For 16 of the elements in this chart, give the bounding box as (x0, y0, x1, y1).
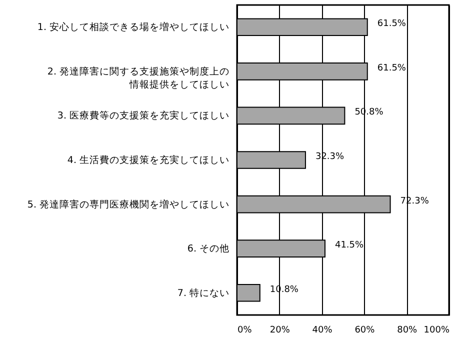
x-tick-label: 80% (397, 326, 418, 336)
data-label: 61.5% (377, 19, 406, 30)
x-tick-label: 60% (354, 326, 376, 336)
x-tick-label: 100% (424, 326, 450, 336)
y-tick-label: 7. 特にない (177, 286, 230, 299)
x-tick-label: 20% (270, 326, 290, 336)
data-label: 61.5% (377, 63, 406, 74)
y-tick-label: 6. その他 (187, 242, 230, 255)
y-tick-label: 2. 発達障害に関する支援施策や制度上の情報提供をしてほしい (47, 65, 230, 90)
x-tick-label: 40% (312, 326, 333, 336)
y-tick-label: 5. 発達障害の専門医療機関を増やしてほしい (27, 198, 230, 210)
y-tick-label: 3. 医療費等の支援策を充実してほしい (57, 110, 230, 122)
y-tick-label: 1. 安心して相談できる場を増やしてほしい (37, 21, 230, 34)
y-tick-label: 4. 生活費の支援策を充実してほしい (67, 154, 230, 166)
x-tick-label: 0% (238, 326, 252, 336)
data-label: 41.5% (334, 240, 364, 251)
